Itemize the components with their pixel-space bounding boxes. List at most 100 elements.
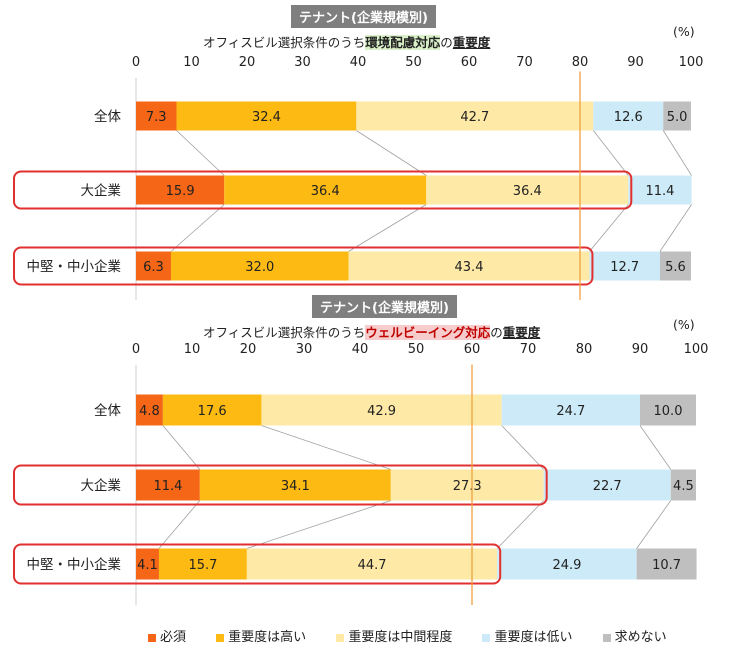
x-tick-label: 40 <box>350 55 367 70</box>
chart-plot: 0 10 20 30 40 50 60 70 80 90 100 4.8 17.6 42.9 24.7 10.… <box>13 342 708 605</box>
legend-swatch <box>148 633 156 642</box>
legend-label: 必須 <box>160 630 187 645</box>
x-tick-label: 30 <box>296 342 313 357</box>
x-tick-label: 50 <box>408 342 425 357</box>
bar-segment <box>136 548 159 580</box>
data-label: 17.6 <box>198 404 227 419</box>
chart-tag: テナント(企業規模別) <box>291 5 436 28</box>
connector-line <box>170 204 225 252</box>
bar-segment <box>356 101 594 131</box>
data-label: 5.0 <box>667 110 688 125</box>
category-label: 大企業 <box>81 477 122 494</box>
bar-segment <box>659 251 691 281</box>
category-label: 全体 <box>94 108 121 125</box>
bar-segment <box>543 469 671 501</box>
legend-label: 求めない <box>614 630 667 645</box>
bar-segment <box>136 175 225 205</box>
data-label: 6.3 <box>143 260 164 275</box>
data-label: 36.4 <box>513 184 542 199</box>
data-label: 34.1 <box>281 479 310 494</box>
chart-plot: 0 10 20 30 40 50 60 70 80 90 100 7.3 32.4 42.7 12.6 5.0… <box>13 55 704 300</box>
bar-segment <box>162 394 262 426</box>
connector-line <box>246 500 391 549</box>
x-tick-label: 80 <box>572 55 589 70</box>
legend-item: 必須 <box>148 626 186 645</box>
chart-environmental: テナント(企業規模別) オフィスビル選択条件のうち環境配慮対応の重要度 (%) … <box>0 0 730 310</box>
data-label: 44.7 <box>358 558 387 573</box>
bar-segment <box>663 101 691 131</box>
legend-label: 重要度は高い <box>228 630 307 645</box>
x-tick-label: 10 <box>183 55 200 70</box>
data-label: 32.4 <box>252 110 281 125</box>
x-tick-label: 100 <box>679 55 704 70</box>
legend-item: 重要度は高い <box>216 626 306 645</box>
connector-line <box>593 130 629 176</box>
highlight-box <box>13 464 548 506</box>
x-tick-label: 20 <box>240 342 257 357</box>
chart-wellbeing: テナント(企業規模別) オフィスビル選択条件のうちウェルビーイング対応の重要度 … <box>0 295 730 620</box>
unit-label: (%) <box>673 317 695 332</box>
bar-segment <box>176 101 357 131</box>
category-label: 大企業 <box>81 182 122 199</box>
bar-segment <box>501 394 640 426</box>
x-tick-label: 90 <box>627 55 644 70</box>
data-label: 12.6 <box>614 110 643 125</box>
connector-line <box>162 425 201 470</box>
bar-segment <box>136 394 163 426</box>
connector-line <box>639 425 672 470</box>
x-tick-label: 30 <box>294 55 311 70</box>
data-label: 7.3 <box>146 110 167 125</box>
connector-line <box>659 204 692 252</box>
data-label: 24.9 <box>552 558 581 573</box>
x-tick-label: 40 <box>352 342 369 357</box>
connector-line <box>636 500 672 549</box>
x-tick-label: 10 <box>184 342 201 357</box>
connector-line <box>261 425 391 470</box>
subtitle-highlight: 環境配慮対応 <box>365 35 441 50</box>
data-label: 27.3 <box>453 479 482 494</box>
data-label: 42.9 <box>367 404 396 419</box>
highlight-box <box>13 246 594 286</box>
chart-subtitle: オフィスビル選択条件のうちウェルビーイング対応の重要度 <box>203 322 540 341</box>
chart-subtitle: オフィスビル選択条件のうち環境配慮対応の重要度 <box>203 32 490 51</box>
bar-segment <box>158 548 247 580</box>
subtitle-suffix: 重要度 <box>502 325 541 340</box>
legend-swatch <box>602 633 611 642</box>
connector-line <box>501 425 544 470</box>
bar-segment <box>246 548 498 580</box>
legend-label: 重要度は中間程度 <box>348 630 453 645</box>
bar-segment <box>390 469 544 501</box>
unit-label: (%) <box>673 24 695 39</box>
data-label: 5.6 <box>665 260 686 275</box>
data-label: 43.4 <box>455 260 484 275</box>
legend-item: 求めない <box>602 626 667 645</box>
bar-segment <box>170 251 349 281</box>
data-label: 10.0 <box>654 404 683 419</box>
legend-swatch <box>482 633 491 642</box>
bar-segment <box>136 469 200 501</box>
connector-line <box>356 130 427 176</box>
bar-segment <box>670 469 696 501</box>
bar-segment <box>348 251 590 281</box>
x-tick-label: 60 <box>461 55 478 70</box>
legend: 必須 重要度は高い 重要度は中間程度 重要度は低い 求めない <box>148 626 693 645</box>
data-label: 22.7 <box>593 479 622 494</box>
connector-line <box>176 130 225 176</box>
x-tick-label: 20 <box>239 55 256 70</box>
data-label: 12.7 <box>610 260 639 275</box>
connector-line <box>662 130 692 176</box>
data-label: 32.0 <box>245 260 274 275</box>
highlight-box <box>13 543 502 585</box>
x-tick-label: 70 <box>520 342 537 357</box>
subtitle-suffix: 重要度 <box>452 35 491 50</box>
legend-item: 重要度は中間程度 <box>336 626 452 645</box>
bar-segment <box>593 101 664 131</box>
bar-segment <box>199 469 391 501</box>
subtitle-particle: の <box>490 325 503 340</box>
category-label: 中堅・中小企業 <box>27 556 122 573</box>
x-tick-label: 0 <box>132 342 140 357</box>
connector-line <box>348 204 427 252</box>
data-label: 10.7 <box>652 558 681 573</box>
connector-line <box>158 500 201 549</box>
x-tick-label: 60 <box>464 342 481 357</box>
